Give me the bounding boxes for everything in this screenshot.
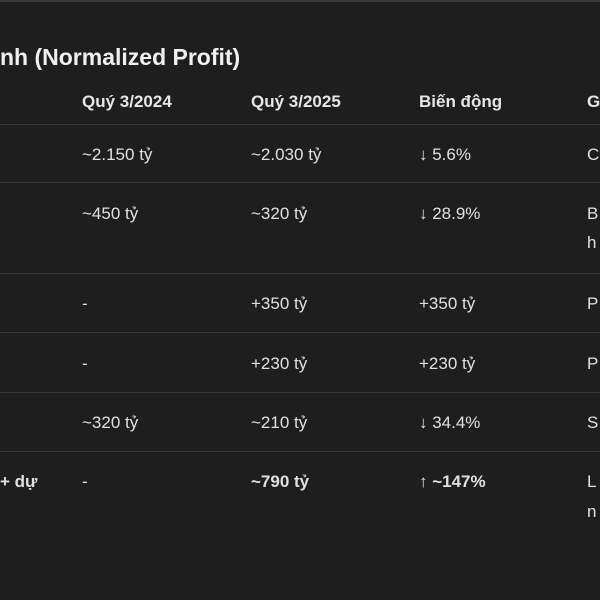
row-divider [0,392,600,393]
row-divider [0,182,600,183]
table-cell: +230 tỷ [419,354,476,373]
table-cell: ~320 tỷ [82,413,139,432]
table-cell: + dự [0,472,38,491]
table-cell: S [587,413,599,432]
table-cell: +350 tỷ [419,294,476,313]
table-cell: C [587,145,600,164]
table-cell: B [587,204,599,223]
table-cell: P [587,294,599,313]
table-cell: ~450 tỷ [82,204,139,223]
table-cell: - [82,354,88,373]
table-cell: ↓ 28.9% [419,204,481,223]
column-header-q3-2024: Quý 3/2024 [82,92,172,111]
table-cell: ~2.150 tỷ [82,145,153,164]
table-cell: ↓ 34.4% [419,413,481,432]
table-cell: - [82,472,88,491]
table-cell: ~210 tỷ [251,413,308,432]
table-cell: ↓ 5.6% [419,145,471,164]
table-cell: P [587,354,599,373]
column-header-change: Biến động [419,92,503,111]
table-cell: ~790 tỷ [251,472,310,491]
row-divider [0,332,600,333]
column-header-note: G [587,92,600,111]
table-cell: n [587,502,597,521]
row-divider [0,273,600,274]
row-divider [0,451,600,452]
header-divider [0,124,600,125]
section-heading: nh (Normalized Profit) [0,44,241,70]
table-cell: - [82,294,88,313]
top-border [0,0,600,2]
table-cell: ↑ ~147% [419,472,486,491]
table-cell: h [587,233,597,252]
column-header-q3-2025: Quý 3/2025 [251,92,341,111]
table-cell: +350 tỷ [251,294,308,313]
table-cell: ~320 tỷ [251,204,308,223]
table-cell: +230 tỷ [251,354,308,373]
table-cell: ~2.030 tỷ [251,145,322,164]
table-cell: L [587,472,597,491]
